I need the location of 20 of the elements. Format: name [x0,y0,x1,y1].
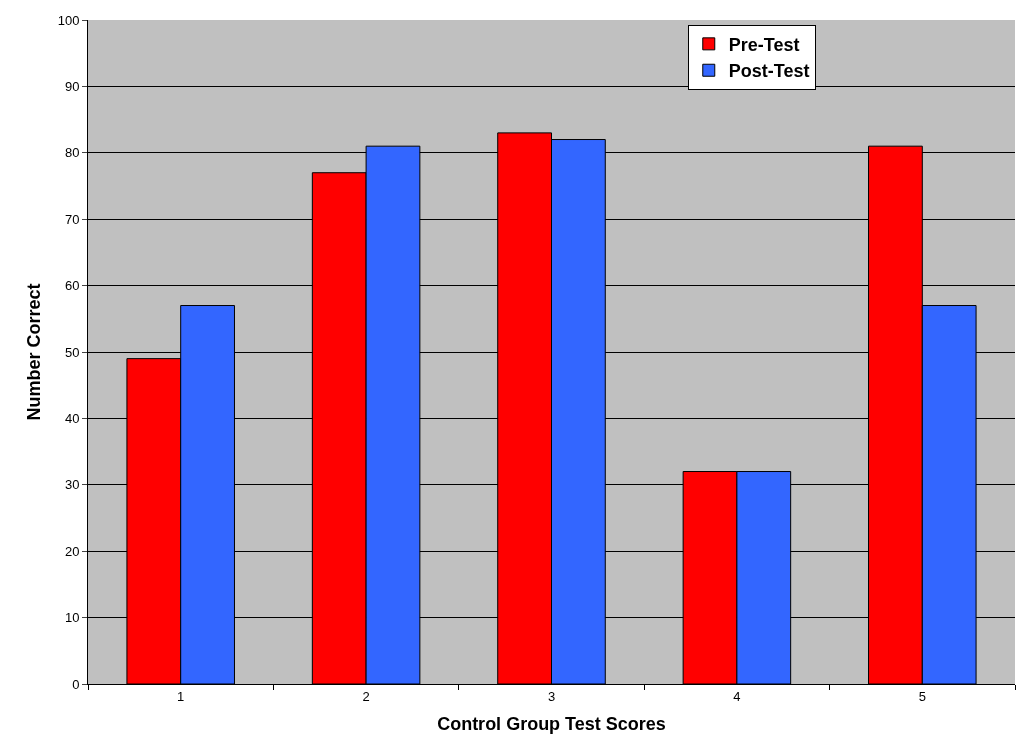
y-tick-label: 20 [64,543,80,559]
y-tick-label: 50 [64,344,80,360]
x-tick-label: 2 [362,688,370,704]
y-tick-label: 100 [57,12,80,28]
y-tick-label: 80 [64,145,80,161]
x-tick-label: 4 [733,688,741,704]
x-axis-title: Control Group Test Scores [437,713,666,734]
x-tick-label: 3 [547,688,556,704]
x-tick-label: 1 [177,688,185,704]
legend-label: Pre-Test [728,34,800,55]
y-tick-label: 40 [64,410,80,426]
legend-label: Post-Test [728,61,810,82]
y-tick-label: 10 [64,610,80,626]
y-tick-label: 70 [64,211,80,227]
y-tick-label: 60 [64,278,80,294]
y-axis-title: Number Correct [23,283,44,421]
y-tick-label: 30 [64,477,80,493]
y-tick-label: 0 [72,676,80,692]
y-tick-label: 90 [64,78,80,94]
x-tick-label: 5 [918,688,926,704]
